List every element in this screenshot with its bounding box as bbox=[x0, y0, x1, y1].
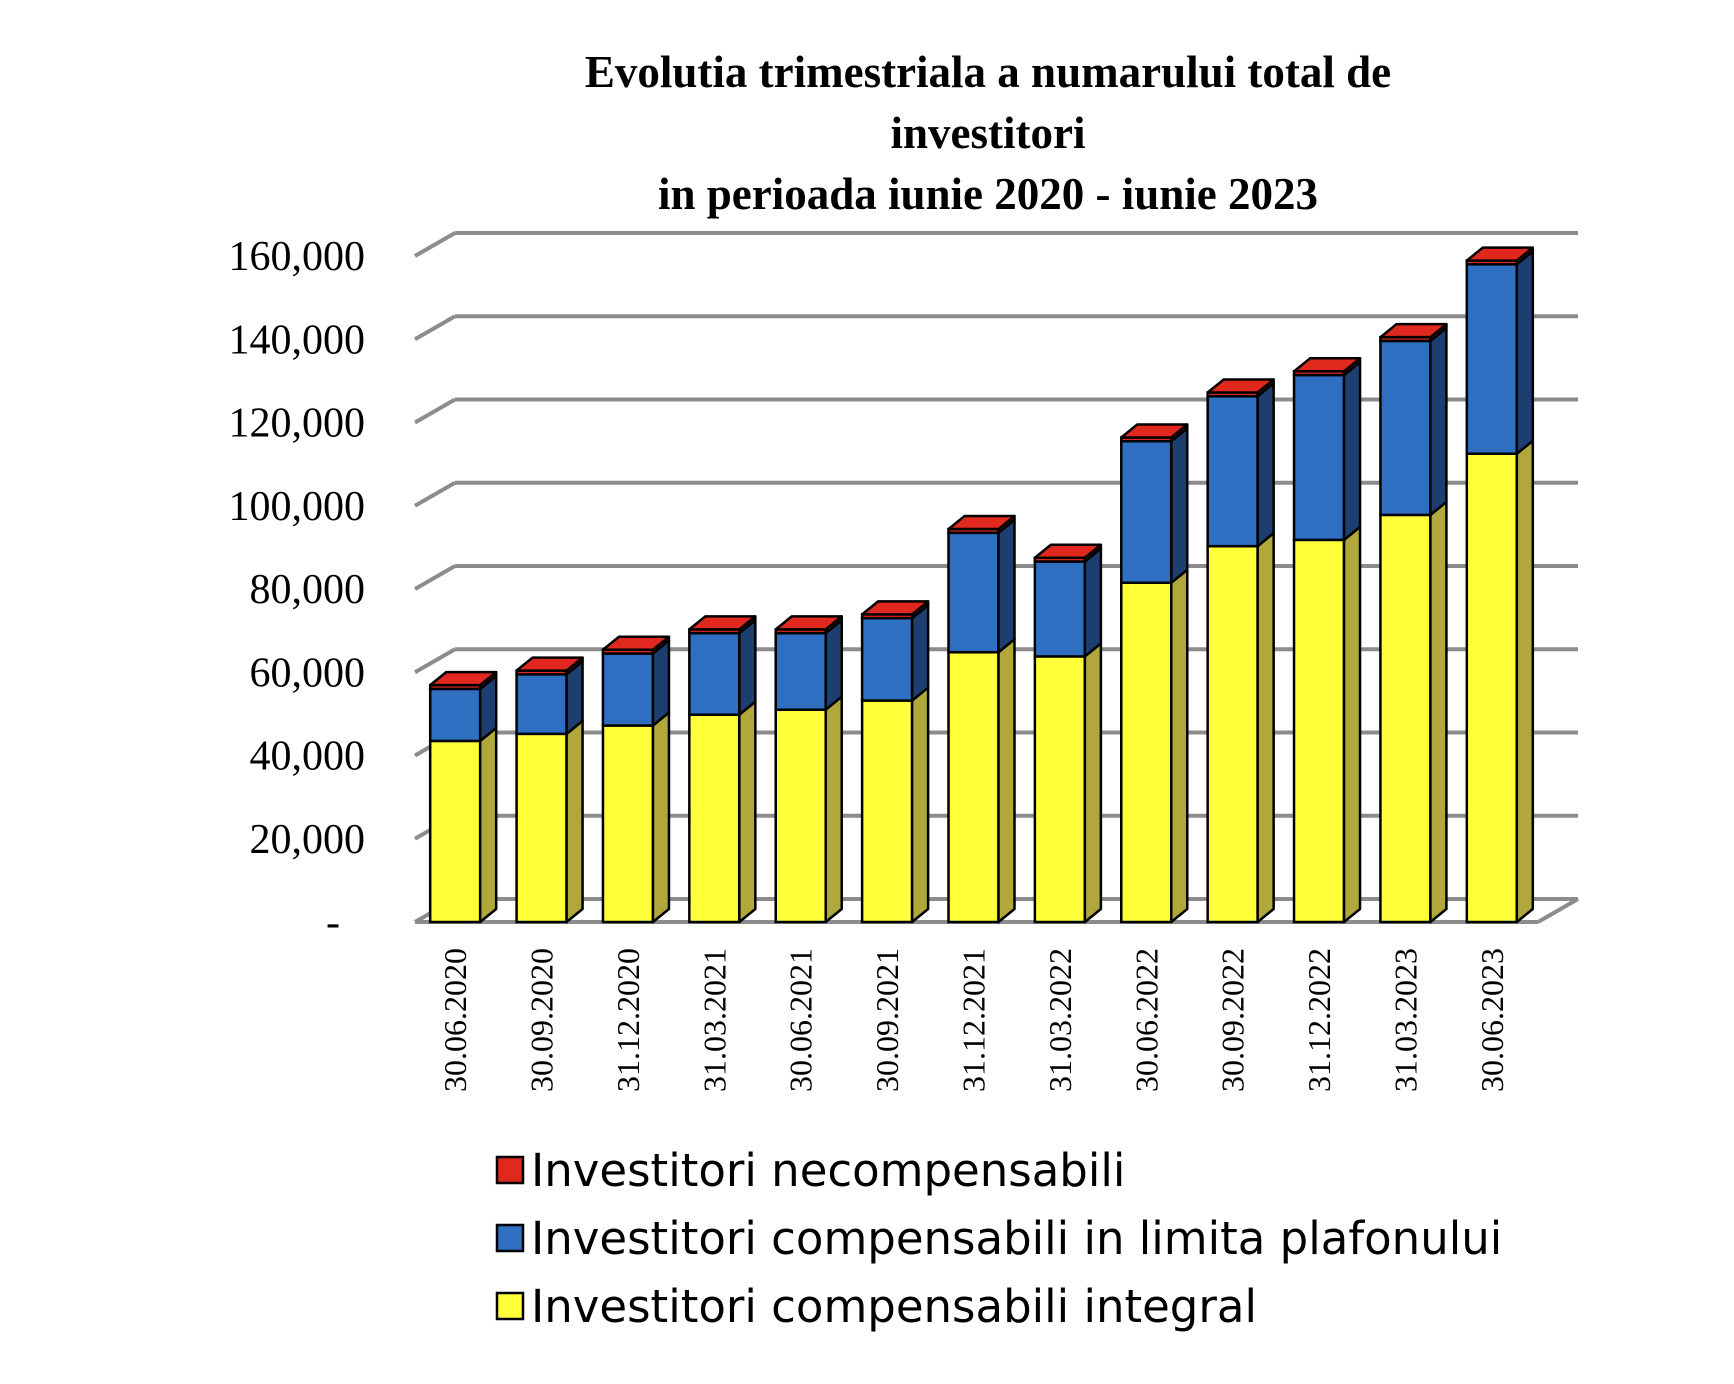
y-tick-label: 160,000 bbox=[229, 234, 366, 280]
x-tick-label: 31.12.2022 bbox=[1301, 948, 1337, 1092]
bar-investitori-necompensabili bbox=[860, 600, 930, 620]
chart-title-line-2: investitori bbox=[891, 108, 1086, 158]
bar-investitori-compensabili-in-limita-plafonului bbox=[515, 660, 584, 736]
bar-investitori-compensabili-in-limita-plafonului bbox=[1120, 426, 1189, 585]
bar-stack-31-03-2022 bbox=[1033, 543, 1103, 924]
legend-swatch bbox=[495, 1223, 525, 1253]
y-tick-label: 60,000 bbox=[250, 650, 366, 696]
chart-bars bbox=[428, 246, 1535, 924]
x-tick-label: 30.06.2021 bbox=[783, 948, 819, 1092]
bar-investitori-compensabili-in-limita-plafonului bbox=[1033, 547, 1103, 658]
bar-investitori-compensabili-integral bbox=[1379, 500, 1448, 924]
bar-stack-30-09-2022 bbox=[1206, 378, 1275, 924]
x-tick-label: 31.12.2020 bbox=[610, 948, 646, 1092]
bar-investitori-compensabili-in-limita-plafonului bbox=[1292, 360, 1362, 542]
legend-item-investitori-compensabili-integral: Investitori compensabili integral bbox=[495, 1280, 1257, 1333]
chart-title-line-1: Evolutia trimestriala a numarului total … bbox=[585, 47, 1391, 97]
y-tick-label: 20,000 bbox=[250, 817, 366, 863]
bar-investitori-compensabili-integral bbox=[688, 700, 757, 924]
bar-investitori-compensabili-integral bbox=[601, 711, 671, 924]
bar-stack-30-06-2023 bbox=[1465, 246, 1535, 924]
chart-legend: Investitori necompensabili Investitori co… bbox=[495, 1144, 1502, 1333]
bar-stack-31-03-2023 bbox=[1379, 322, 1448, 924]
bar-stack-31-12-2022 bbox=[1292, 357, 1362, 924]
y-tick-label: 80,000 bbox=[250, 567, 366, 613]
bar-stack-31-03-2021 bbox=[688, 615, 757, 924]
bar-investitori-compensabili-in-limita-plafonului bbox=[1206, 382, 1275, 548]
bar-stack-30-09-2021 bbox=[860, 600, 930, 924]
bar-stack-30-09-2020 bbox=[515, 656, 584, 924]
y-tick-label: 120,000 bbox=[229, 401, 366, 447]
bar-investitori-compensabili-integral bbox=[1292, 525, 1362, 924]
bar-stack-31-12-2021 bbox=[947, 514, 1016, 924]
bar-investitori-compensabili-integral bbox=[774, 695, 843, 924]
bar-investitori-compensabili-in-limita-plafonului bbox=[860, 603, 930, 702]
bar-investitori-compensabili-integral bbox=[860, 686, 930, 924]
bar-investitori-compensabili-in-limita-plafonului bbox=[1379, 326, 1448, 517]
x-tick-label: 31.12.2021 bbox=[956, 948, 992, 1092]
chart-title: Evolutia trimestriala a numarului total … bbox=[585, 47, 1391, 219]
bar-investitori-compensabili-integral bbox=[1120, 568, 1189, 924]
x-tick-label: 31.03.2023 bbox=[1387, 948, 1423, 1092]
legend-swatch bbox=[495, 1291, 525, 1321]
bar-investitori-compensabili-in-limita-plafonului bbox=[1465, 250, 1535, 455]
legend-label: Investitori compensabili integral bbox=[531, 1280, 1257, 1333]
grid-line bbox=[414, 314, 1578, 341]
bar-investitori-necompensabili bbox=[1465, 246, 1535, 266]
bar-investitori-compensabili-integral bbox=[428, 726, 498, 924]
bar-investitori-necompensabili bbox=[774, 615, 843, 635]
y-tick-label: 40,000 bbox=[250, 734, 366, 780]
bar-investitori-compensabili-integral bbox=[1465, 439, 1535, 924]
chart-title-line-3: in perioada iunie 2020 - iunie 2023 bbox=[658, 169, 1318, 219]
bar-investitori-necompensabili bbox=[1379, 322, 1448, 343]
bar-investitori-necompensabili bbox=[428, 670, 498, 691]
x-tick-label: 30.06.2023 bbox=[1474, 948, 1510, 1092]
x-axis-tick-labels: 30.06.2020 30.09.2020 31.12.2020 31.03.2021… bbox=[437, 948, 1510, 1092]
legend-item-investitori-compensabili-in-limita-plafonului: Investitori compensabili in limita plafo… bbox=[495, 1212, 1502, 1265]
bar-investitori-necompensabili bbox=[1120, 423, 1189, 443]
bar-investitori-compensabili-integral bbox=[1033, 642, 1103, 924]
x-tick-label: 30.06.2020 bbox=[437, 948, 473, 1092]
bar-investitori-compensabili-integral bbox=[947, 638, 1016, 924]
x-tick-label: 30.09.2022 bbox=[1215, 948, 1251, 1092]
bar-investitori-necompensabili bbox=[601, 635, 671, 655]
legend-item-investitori-necompensabili: Investitori necompensabili bbox=[495, 1144, 1125, 1197]
bar-investitori-compensabili-integral bbox=[515, 719, 584, 924]
x-tick-label: 30.06.2022 bbox=[1128, 948, 1164, 1092]
x-tick-label: 30.09.2020 bbox=[524, 948, 560, 1092]
bar-stack-30-06-2021 bbox=[774, 615, 843, 924]
bar-investitori-necompensabili bbox=[1033, 543, 1103, 563]
bar-investitori-necompensabili bbox=[688, 615, 757, 635]
bar-stack-31-12-2020 bbox=[601, 635, 671, 924]
bar-investitori-compensabili-integral bbox=[1206, 531, 1275, 924]
y-axis-tick-labels: - 20,000 40,000 60,000 80,000 100,000 120,000 1… bbox=[229, 234, 366, 946]
x-tick-label: 30.09.2021 bbox=[869, 948, 905, 1092]
bar-investitori-compensabili-in-limita-plafonului bbox=[947, 518, 1016, 654]
bar-investitori-necompensabili bbox=[515, 656, 584, 676]
x-tick-label: 31.03.2022 bbox=[1042, 948, 1078, 1092]
bar-stack-30-06-2022 bbox=[1120, 423, 1189, 924]
bar-investitori-necompensabili bbox=[1206, 378, 1275, 398]
legend-swatch bbox=[495, 1155, 525, 1185]
bar-investitori-necompensabili bbox=[947, 514, 1016, 535]
legend-label: Investitori necompensabili bbox=[531, 1144, 1125, 1197]
grid-line bbox=[414, 231, 1578, 258]
y-tick-label: 140,000 bbox=[229, 317, 366, 363]
legend-label: Investitori compensabili in limita plafo… bbox=[531, 1212, 1502, 1265]
y-tick-label: 100,000 bbox=[229, 484, 366, 530]
bar-investitori-compensabili-in-limita-plafonului bbox=[688, 618, 757, 716]
bar-stack-30-06-2020 bbox=[428, 670, 498, 924]
y-tick-label: - bbox=[326, 900, 340, 946]
x-tick-label: 31.03.2021 bbox=[696, 948, 732, 1092]
bar-investitori-necompensabili bbox=[1292, 357, 1362, 377]
bar-investitori-compensabili-in-limita-plafonului bbox=[774, 618, 843, 711]
bar-investitori-compensabili-in-limita-plafonului bbox=[428, 674, 498, 743]
